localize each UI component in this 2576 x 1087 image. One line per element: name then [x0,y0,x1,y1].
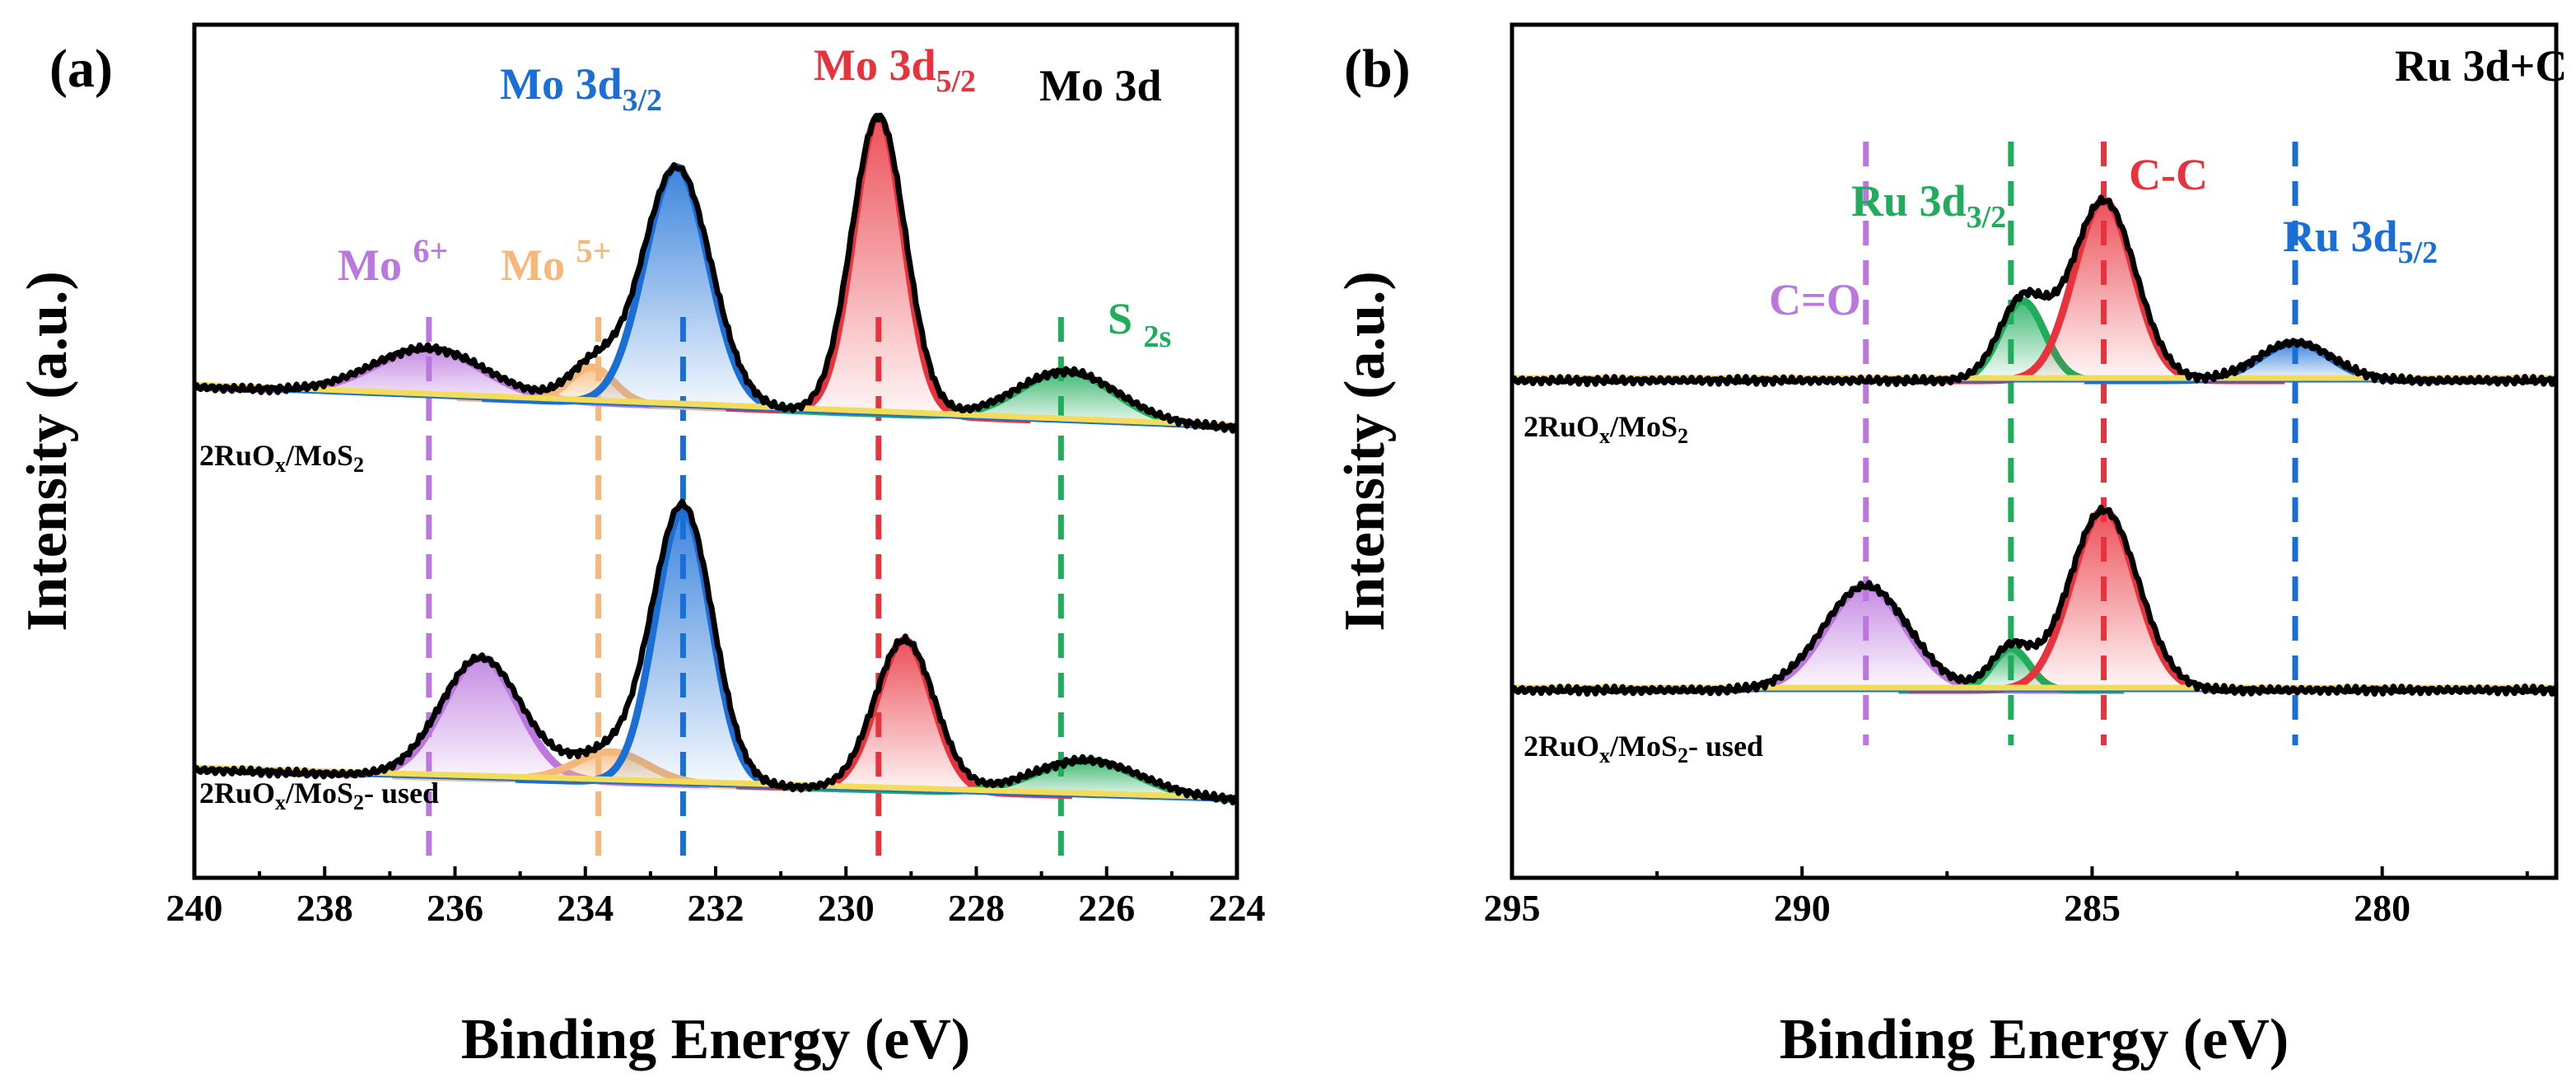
component-fill [1624,585,2107,690]
x-tick-label: 224 [1209,887,1266,929]
panel-a-annotation-s2s: S 2s [1108,294,1171,354]
component-fill [1888,301,2158,380]
raw-spectrum [1510,504,2558,697]
panel-b-y-axis-title: Intensity (a.u.) [1333,271,1397,632]
panel-b-annotation-cc: C-C [2129,150,2208,199]
component-fill [194,348,749,409]
panel-a: (a) 240 238 236 234 232 230 228 226 224 Binding … [16,22,1266,1071]
component-fill [736,640,1072,795]
raw-spectrum [192,498,1239,805]
x-tick-label: 295 [1484,887,1541,929]
component-fill [2084,343,2507,380]
component-fill [482,166,870,413]
component-fill [457,366,726,408]
component-fill [1908,510,2300,690]
panel-b-x-axis-title: Binding Energy (eV) [1780,1008,2289,1071]
panel-a-annotation-mo5plus: Mo 5+ [501,232,611,290]
x-tick-label: 280 [2354,887,2410,929]
x-tick-label: 240 [166,887,223,929]
raw-spectrum [192,112,1239,434]
panel-a-sample-label-bottom: 2RuOx/MoS2- used [199,777,439,814]
component-fill [515,510,852,789]
panel-a-traces [192,112,1239,805]
component-fill [1898,648,2124,690]
x-tick-label: 290 [1774,887,1831,929]
panel-a-sample-label-top: 2RuOx/MoS2 [199,439,364,477]
panel-b-annotation-co: C=O [1769,275,1861,324]
panel-b-annotation-title: Ru 3d+C 1s [2395,41,2576,91]
panel-a-annotation-mo3d32: Mo 3d3/2 [500,59,662,118]
x-tick-label: 230 [818,887,875,929]
panel-b-sample-label-bottom: 2RuOx/MoS2- used [1524,730,1763,767]
panel-a-annotation-mo3d: Mo 3d [1039,61,1162,110]
panel-a-y-axis-title: Intensity (a.u.) [16,271,79,632]
panel-a-annotation-mo3d52: Mo 3d5/2 [814,40,976,99]
panel-a-x-ticks: 240 238 236 234 232 230 228 226 224 [166,866,1266,929]
panel-b-annotation-ru3d52: Ru 3d5/2 [2283,212,2438,270]
x-tick-label: 238 [296,887,353,929]
component-fill [252,657,710,786]
x-tick-label: 226 [1078,887,1135,929]
panel-b-x-ticks: 295 290 285 280 [1484,866,2529,929]
panel-b-label: (b) [1344,39,1411,99]
panel-b-sample-label-top: 2RuOx/MoS2 [1524,410,1688,448]
panel-b-plot-frame [1510,22,2559,880]
component-fill [726,116,1031,420]
panel-a-annotation-mo6plus: Mo 6+ [338,232,448,290]
envelope-baseline [194,381,1238,428]
panel-b: (b) 295 290 285 280 Binding Energy (eV) Int… [1333,22,2576,1071]
x-tick-label: 234 [557,887,614,929]
raw-spectrum [1510,194,2558,388]
panel-b-annotation-ru3d32: Ru 3d3/2 [1851,176,2006,235]
x-tick-label: 285 [2064,887,2121,929]
x-tick-label: 232 [688,887,744,929]
x-tick-label: 236 [427,887,483,929]
panel-a-x-axis-title: Binding Energy (eV) [461,1008,970,1071]
panel-b-traces [1510,194,2558,697]
component-fill [1923,200,2285,380]
x-tick-label: 228 [948,887,1005,929]
panel-a-label: (a) [49,39,113,99]
